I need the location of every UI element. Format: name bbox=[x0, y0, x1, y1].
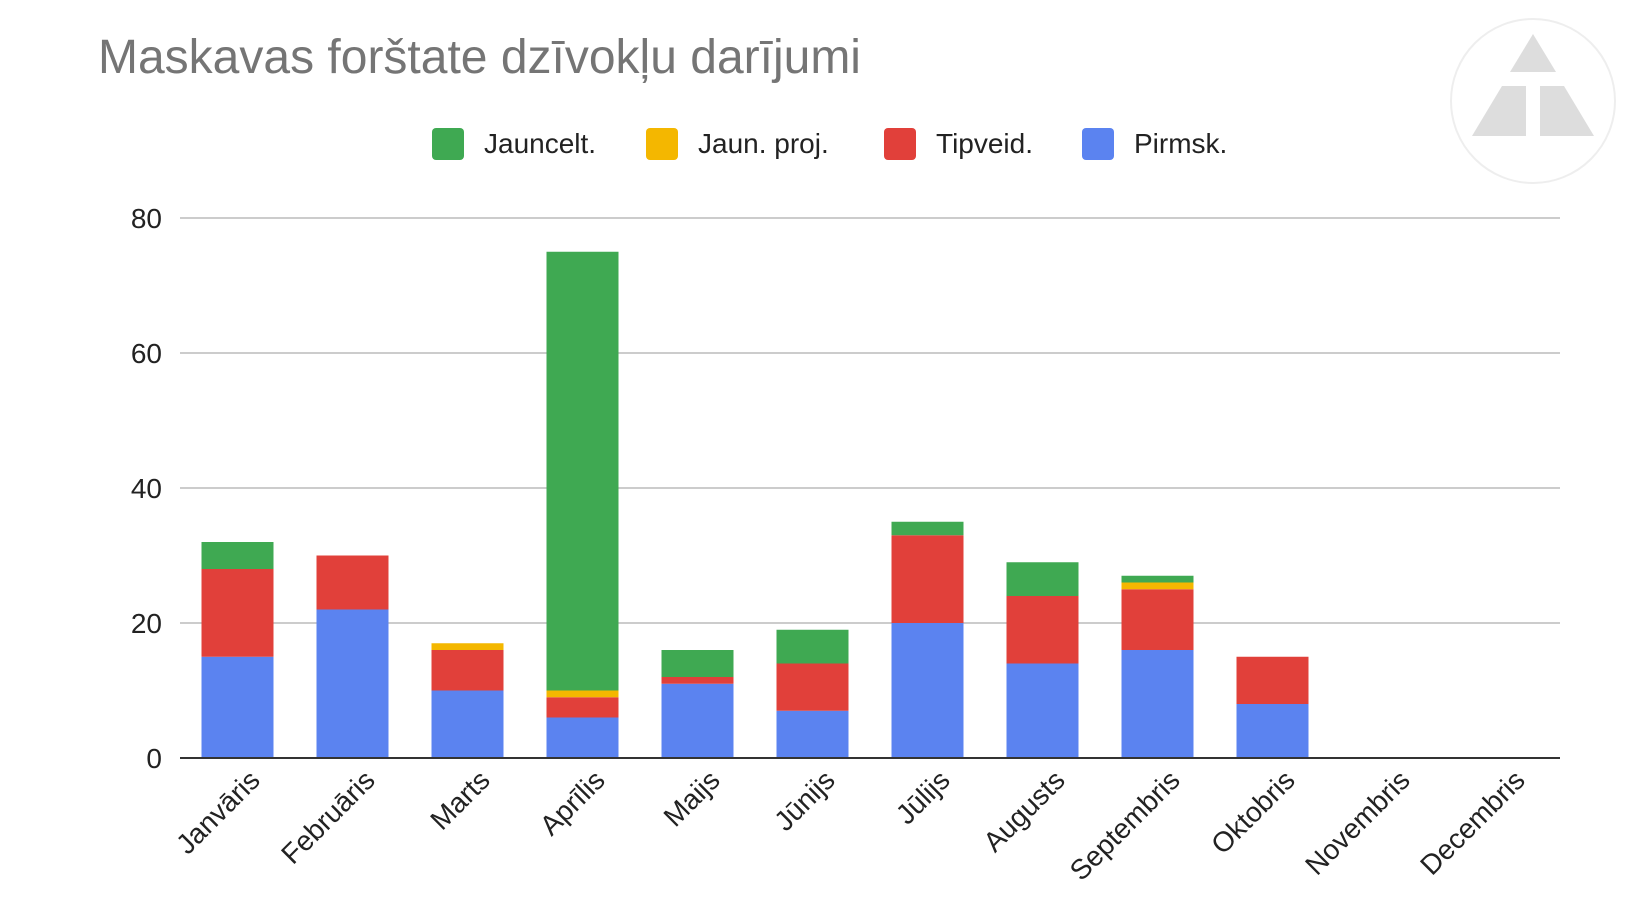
x-tick-label: Jūlijs bbox=[890, 764, 956, 830]
legend-label-tipveid: Tipveid. bbox=[936, 128, 1034, 159]
bar-jauncelt-janvaris[interactable] bbox=[201, 542, 274, 569]
bar-tipveid-oktobris[interactable] bbox=[1236, 656, 1309, 704]
x-tick-label: Februāris bbox=[275, 764, 381, 870]
logo-circle bbox=[1450, 18, 1616, 184]
bar-tipveid-aprilis[interactable] bbox=[546, 697, 619, 718]
bars-layer bbox=[201, 251, 1309, 759]
bar-jaun-proj-septembris[interactable] bbox=[1121, 582, 1194, 590]
logo-right-shape bbox=[1540, 86, 1594, 136]
x-tick-label: Aprīlis bbox=[534, 764, 611, 841]
bar-jauncelt-julijs[interactable] bbox=[891, 521, 964, 536]
legend-label-jauncelt: Jauncelt. bbox=[484, 128, 597, 159]
legend-item-jauncelt[interactable]: Jauncelt. bbox=[432, 128, 596, 160]
legend-item-tipveid[interactable]: Tipveid. bbox=[884, 128, 1033, 160]
bar-pirmsk-aprilis[interactable] bbox=[546, 717, 619, 759]
legend-item-pirmsk[interactable]: Pirmsk. bbox=[1082, 128, 1227, 160]
legend-swatch-pirmsk bbox=[1082, 128, 1114, 160]
bar-pirmsk-marts[interactable] bbox=[431, 690, 504, 759]
legend-item-jaun-proj[interactable]: Jaun. proj. bbox=[646, 128, 829, 160]
x-tick-label: Septembris bbox=[1064, 764, 1186, 886]
bar-tipveid-februaris[interactable] bbox=[316, 555, 389, 610]
bar-tipveid-septembris[interactable] bbox=[1121, 589, 1194, 650]
y-tick-label: 0 bbox=[146, 743, 162, 774]
grid-layer bbox=[180, 217, 1560, 624]
x-tick-labels: Janvāris Februāris Marts Aprīlis Maijs Jūnijs… bbox=[170, 764, 1531, 886]
bar-jaun-proj-aprilis[interactable] bbox=[546, 690, 619, 698]
y-tick-label: 20 bbox=[131, 608, 162, 639]
bar-pirmsk-oktobris[interactable] bbox=[1236, 704, 1309, 758]
logo-top-triangle bbox=[1510, 34, 1556, 72]
x-tick-label: Oktobris bbox=[1205, 764, 1301, 860]
bar-pirmsk-augusts[interactable] bbox=[1006, 663, 1079, 759]
legend-label-jaun-proj: Jaun. proj. bbox=[698, 128, 829, 159]
y-tick-label: 60 bbox=[131, 338, 162, 369]
y-tick-label: 40 bbox=[131, 473, 162, 504]
bar-jauncelt-aprilis[interactable] bbox=[546, 251, 619, 691]
bar-jauncelt-maijs[interactable] bbox=[661, 650, 734, 677]
legend-swatch-tipveid bbox=[884, 128, 916, 160]
bar-jauncelt-septembris[interactable] bbox=[1121, 575, 1194, 583]
legend: Jauncelt. Jaun. proj. Tipveid. Pirmsk. bbox=[0, 128, 1638, 168]
x-tick-label: Novembris bbox=[1299, 764, 1416, 881]
bar-tipveid-maijs[interactable] bbox=[661, 677, 734, 684]
x-tick-label: Marts bbox=[424, 764, 495, 835]
bar-tipveid-julijs[interactable] bbox=[891, 535, 964, 623]
legend-swatch-jauncelt bbox=[432, 128, 464, 160]
legend-swatch-jaun-proj bbox=[646, 128, 678, 160]
brand-logo bbox=[1450, 18, 1616, 184]
bar-pirmsk-janvaris[interactable] bbox=[201, 656, 274, 758]
x-tick-label: Decembris bbox=[1414, 764, 1531, 881]
bar-pirmsk-maijs[interactable] bbox=[661, 683, 734, 758]
logo-left-shape bbox=[1472, 86, 1526, 136]
x-tick-label: Augusts bbox=[977, 764, 1070, 857]
bar-pirmsk-junijs[interactable] bbox=[776, 710, 849, 758]
bar-tipveid-junijs[interactable] bbox=[776, 663, 849, 711]
bar-jaun-proj-marts[interactable] bbox=[431, 643, 504, 650]
y-tick-label: 80 bbox=[131, 203, 162, 234]
legend-label-pirmsk: Pirmsk. bbox=[1134, 128, 1228, 159]
x-tick-label: Jūnijs bbox=[768, 764, 841, 837]
bar-pirmsk-februaris[interactable] bbox=[316, 609, 389, 759]
bar-tipveid-janvaris[interactable] bbox=[201, 569, 274, 657]
bar-tipveid-marts[interactable] bbox=[431, 650, 504, 691]
bar-jauncelt-junijs[interactable] bbox=[776, 629, 849, 664]
chart-title: Maskavas forštate dzīvokļu darījumi bbox=[98, 31, 861, 84]
x-tick-label: Janvāris bbox=[170, 764, 266, 860]
x-tick-label: Maijs bbox=[658, 764, 726, 832]
bar-jauncelt-augusts[interactable] bbox=[1006, 562, 1079, 596]
bar-tipveid-augusts[interactable] bbox=[1006, 596, 1079, 664]
y-tick-labels: 0 20 40 60 80 bbox=[131, 203, 162, 774]
bar-pirmsk-septembris[interactable] bbox=[1121, 650, 1194, 758]
bar-pirmsk-julijs[interactable] bbox=[891, 623, 964, 758]
